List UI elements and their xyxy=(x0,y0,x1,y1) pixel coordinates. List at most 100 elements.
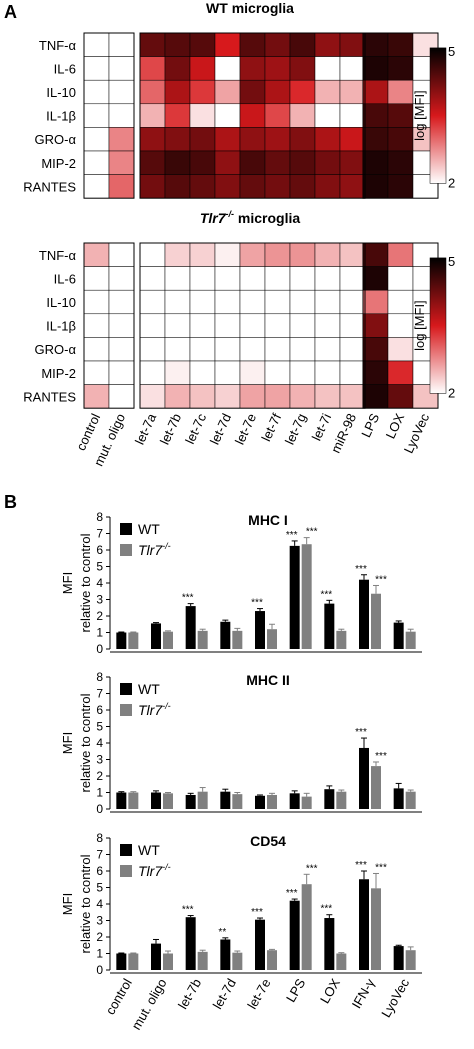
heatmap-cell xyxy=(314,384,341,409)
heatmap-cell xyxy=(83,337,110,362)
significance-marker: *** xyxy=(251,907,263,918)
bar-wt xyxy=(393,946,404,970)
legend-label: Tlr7-/- xyxy=(138,701,171,718)
heatmap-cell xyxy=(214,266,241,291)
heatmap-cell xyxy=(189,79,216,105)
significance-marker: *** xyxy=(182,593,194,604)
heatmap-cell xyxy=(214,79,241,105)
x-category-label: IFN-γ xyxy=(349,976,378,1011)
bar-tlr7 xyxy=(128,632,139,649)
bar-wt xyxy=(324,918,335,970)
heatmap-cell xyxy=(362,360,389,385)
heatmap-cell xyxy=(339,313,366,338)
heatmap-cell xyxy=(339,360,366,385)
heatmap-group-frame xyxy=(139,32,366,199)
bar-wt xyxy=(220,621,231,649)
heatmap-cell xyxy=(264,56,291,81)
heatmap-cell xyxy=(387,337,414,362)
x-category-label: let-7d xyxy=(210,976,239,1012)
heatmap-cell xyxy=(164,150,191,175)
heatmap-cell xyxy=(362,56,389,81)
bar-wt xyxy=(393,622,404,649)
heatmap-cell xyxy=(139,289,166,315)
bar-tlr7 xyxy=(267,629,277,649)
heatmap-cell xyxy=(239,56,266,81)
heatmap-cell xyxy=(164,56,191,81)
bar-tlr7 xyxy=(336,953,347,970)
heatmap-cell xyxy=(362,384,389,409)
y-tick-label: 3 xyxy=(96,593,103,607)
heatmap-row-label: TNF-α xyxy=(39,38,77,53)
heatmap-cell xyxy=(83,313,110,338)
heatmap-column-label: LPS xyxy=(358,411,382,440)
heatmap-column-label: let-7i xyxy=(309,411,335,443)
panel-label-a: A xyxy=(4,2,17,22)
significance-marker: *** xyxy=(286,530,298,541)
y-tick-label: 4 xyxy=(96,897,103,911)
y-tick-label: 3 xyxy=(96,753,103,767)
heatmap-row-label: IL-10 xyxy=(46,85,76,100)
bar-wt xyxy=(185,917,196,970)
heatmap-cell xyxy=(239,174,266,199)
heatmap-group-frame xyxy=(139,242,366,409)
heatmap-title-0: WT microglia xyxy=(206,0,294,16)
bar-chart-title: MHC II xyxy=(246,672,290,688)
heatmap-row-label: IL-1β xyxy=(46,319,76,334)
y-tick-label: 1 xyxy=(96,786,103,800)
heatmap-cell xyxy=(164,313,191,338)
bar-wt xyxy=(151,623,161,649)
y-tick-label: 6 xyxy=(96,703,103,717)
heatmap-cell xyxy=(264,266,291,291)
heatmap-cell xyxy=(239,79,266,105)
bar-wt xyxy=(359,579,369,649)
heatmap-cell xyxy=(214,289,241,315)
heatmap-cell xyxy=(264,337,291,362)
legend-swatch xyxy=(120,704,132,716)
heatmap-title-1: Tlr7-/- microglia xyxy=(200,209,301,226)
significance-marker: *** xyxy=(355,727,367,738)
bar-tlr7 xyxy=(232,630,243,649)
colorbar-min-label: 2 xyxy=(448,385,455,400)
heatmap-cell xyxy=(108,289,135,315)
heatmap-cell xyxy=(83,150,110,175)
heatmap-cell xyxy=(339,32,366,57)
bar-tlr7 xyxy=(267,794,277,809)
bar-tlr7 xyxy=(371,593,381,649)
y-tick-label: 4 xyxy=(96,576,103,590)
heatmap-cell xyxy=(189,384,216,409)
x-category-label: let-7b xyxy=(175,976,204,1012)
bar-wt xyxy=(255,611,265,649)
heatmap-cell xyxy=(239,32,266,57)
heatmap-cell xyxy=(289,266,316,291)
y-tick-label: 0 xyxy=(96,642,103,656)
heatmap-cell xyxy=(289,127,316,152)
heatmap-cell xyxy=(264,32,291,57)
heatmap-cell xyxy=(83,56,110,81)
heatmap-cell xyxy=(239,150,266,175)
heatmap-row-label: IL-6 xyxy=(54,271,76,286)
heatmap-cell xyxy=(314,174,341,199)
heatmap-cell xyxy=(289,56,316,81)
heatmap-cell xyxy=(387,266,414,291)
bar-tlr7 xyxy=(232,952,243,970)
heatmap-cell xyxy=(387,127,414,152)
bar-tlr7 xyxy=(128,953,139,970)
bar-tlr7 xyxy=(301,796,312,809)
heatmap-cell xyxy=(239,103,266,128)
heatmap-cell xyxy=(239,266,266,291)
heatmap-cell xyxy=(214,32,241,57)
heatmap-cell xyxy=(264,242,291,267)
colorbar-min-label: 2 xyxy=(448,175,455,190)
heatmap-cell xyxy=(362,79,389,105)
heatmap-row-label: RANTES xyxy=(23,389,76,404)
heatmap-column-label: let-7e xyxy=(232,411,259,447)
bar-wt xyxy=(289,900,300,970)
y-tick-label: 1 xyxy=(96,626,103,640)
heatmap-cell xyxy=(264,384,291,409)
heatmap-cell xyxy=(362,242,389,267)
heatmap-row-label: GRO-α xyxy=(35,132,77,147)
heatmap-cell xyxy=(362,174,389,199)
heatmap-cell xyxy=(139,337,166,362)
heatmap-cell xyxy=(108,56,135,81)
heatmap-cell xyxy=(108,242,135,267)
